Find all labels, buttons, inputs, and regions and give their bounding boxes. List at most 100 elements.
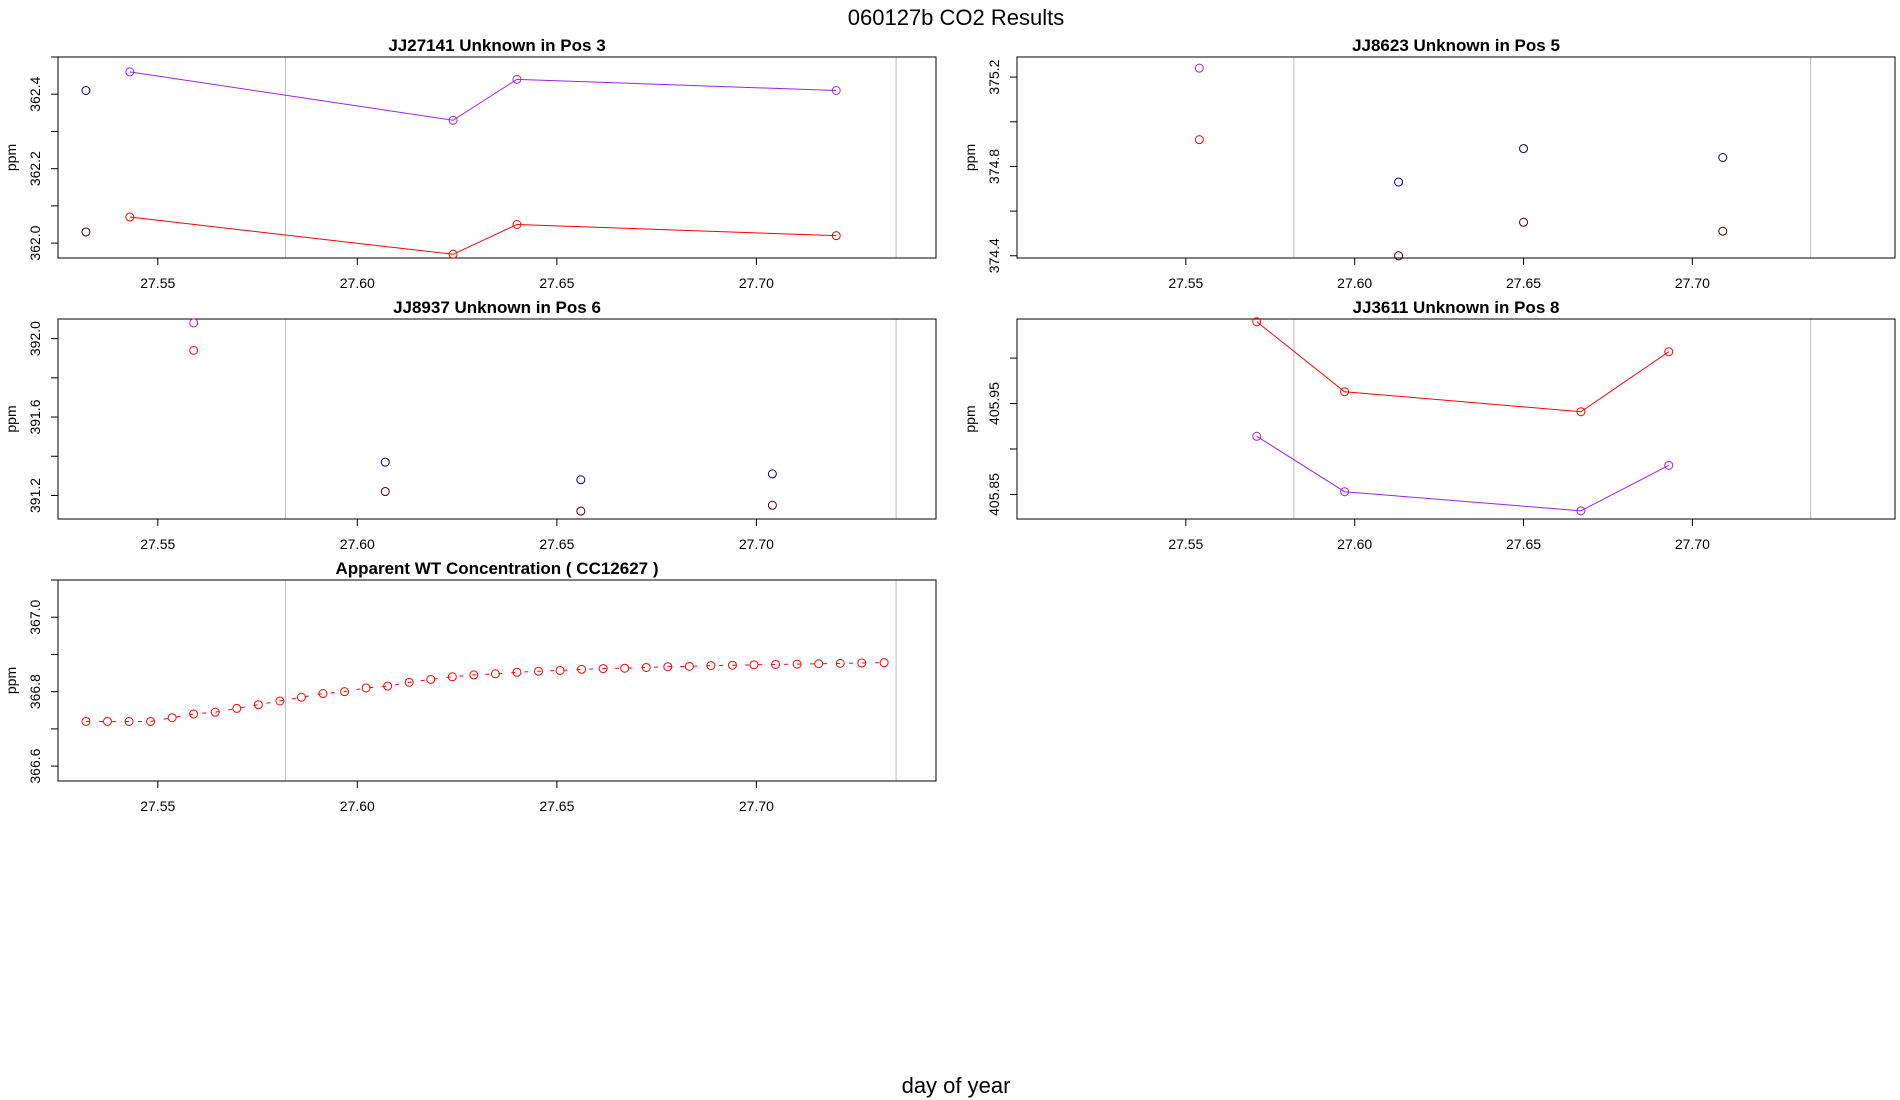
series-1 [125, 67, 841, 125]
x-tick-label: 27.60 [340, 798, 375, 814]
data-point [469, 670, 479, 680]
data-point [448, 249, 458, 259]
data-point [1519, 144, 1529, 154]
data-point [512, 667, 522, 677]
x-tick-label: 27.65 [539, 536, 574, 552]
y-tick-label: 391.6 [27, 399, 43, 434]
data-point [1252, 431, 1262, 441]
x-tick-label: 27.70 [1675, 536, 1710, 552]
data-point [1576, 407, 1586, 417]
x-tick-label: 27.60 [1337, 536, 1372, 552]
data-point [663, 662, 673, 672]
data-point [81, 227, 91, 237]
data-point [576, 475, 586, 485]
y-tick-label: 405.85 [986, 473, 1002, 516]
panel-1: JJ27141 Unknown in Pos 3 ppm 27.55 27.60 27.… [3, 36, 937, 291]
series-2 [125, 212, 841, 259]
data-point [448, 115, 458, 125]
x-tick-label: 27.70 [739, 798, 774, 814]
data-point [340, 687, 350, 697]
y-tick-label: 375.2 [986, 59, 1002, 94]
series-4 [380, 487, 777, 516]
data-point [577, 664, 587, 674]
panel-5: Apparent WT Concentration ( CC12627 ) ppm… [3, 559, 937, 814]
data-point [1519, 217, 1529, 227]
data-point [641, 662, 651, 672]
data-point [1194, 135, 1204, 145]
x-tick-label: 27.65 [539, 275, 574, 291]
data-point [380, 457, 390, 467]
data-point [189, 345, 199, 355]
y-tick-label: 366.6 [27, 748, 43, 783]
data-point [275, 696, 285, 706]
series-2 [1194, 135, 1204, 145]
data-point [792, 659, 802, 669]
y-tick-label: 405.95 [986, 382, 1002, 425]
data-point [383, 681, 393, 691]
data-point [749, 660, 759, 670]
data-point [620, 663, 630, 673]
x-tick-label: 27.55 [1168, 536, 1203, 552]
data-point [576, 506, 586, 516]
data-point [831, 86, 841, 95]
x-tick-label: 27.55 [140, 275, 175, 291]
data-point [125, 212, 135, 222]
data-point [1664, 347, 1674, 357]
y-tick-label: 374.8 [986, 149, 1002, 184]
y-tick-label: 362.2 [27, 151, 43, 186]
data-point [124, 716, 134, 726]
panel-title: JJ3611 Unknown in Pos 8 [1353, 298, 1560, 317]
data-point [1718, 153, 1728, 162]
data-point [598, 664, 608, 674]
series-line [129, 216, 837, 255]
x-tick-label: 27.60 [1337, 275, 1372, 291]
data-point [767, 500, 777, 510]
data-point [210, 707, 220, 717]
data-point [1394, 177, 1404, 187]
x-tick-label: 27.65 [1506, 536, 1541, 552]
data-point [447, 672, 457, 682]
data-point [490, 669, 500, 679]
x-axis-label: day of year [902, 1073, 1011, 1098]
x-tick-label: 27.55 [140, 536, 175, 552]
data-point [1340, 487, 1350, 497]
y-axis-label: ppm [962, 144, 978, 171]
data-point [81, 716, 91, 726]
series-3 [380, 457, 777, 485]
data-point [555, 665, 565, 675]
x-tick-label: 27.65 [1506, 275, 1541, 291]
series-4 [81, 227, 91, 237]
y-tick-label: 366.8 [27, 674, 43, 709]
y-tick-label: 391.2 [27, 478, 43, 513]
data-point [1718, 226, 1728, 236]
y-tick-label: 362.0 [27, 225, 43, 260]
series-line [1256, 321, 1670, 413]
plot-frame [57, 579, 937, 782]
data-point [684, 661, 694, 671]
data-point [1576, 506, 1586, 516]
series-2 [1252, 431, 1674, 516]
plot-frame [57, 318, 937, 520]
panels: JJ27141 Unknown in Pos 3 ppm 27.55 27.60 27.… [3, 36, 1896, 814]
main-title: 060127b CO2 Results [848, 5, 1064, 30]
data-point [512, 74, 522, 84]
x-tick-label: 27.55 [140, 798, 175, 814]
data-point [512, 220, 522, 229]
data-point [831, 231, 841, 241]
data-point [727, 660, 737, 670]
data-point [253, 700, 263, 710]
panel-2: JJ8623 Unknown in Pos 5 ppm 27.55 27.60 27.6… [962, 36, 1896, 291]
data-point [232, 703, 242, 713]
data-point [146, 716, 156, 726]
series-1 [1252, 317, 1674, 417]
data-point [706, 661, 716, 671]
y-tick-label: 362.4 [27, 76, 43, 111]
y-axis-label: ppm [962, 405, 978, 432]
series-line [85, 662, 885, 722]
data-point [189, 318, 199, 328]
x-tick-label: 27.55 [1168, 275, 1203, 291]
data-point [125, 67, 135, 77]
data-point [189, 709, 199, 719]
x-tick-label: 27.70 [739, 275, 774, 291]
